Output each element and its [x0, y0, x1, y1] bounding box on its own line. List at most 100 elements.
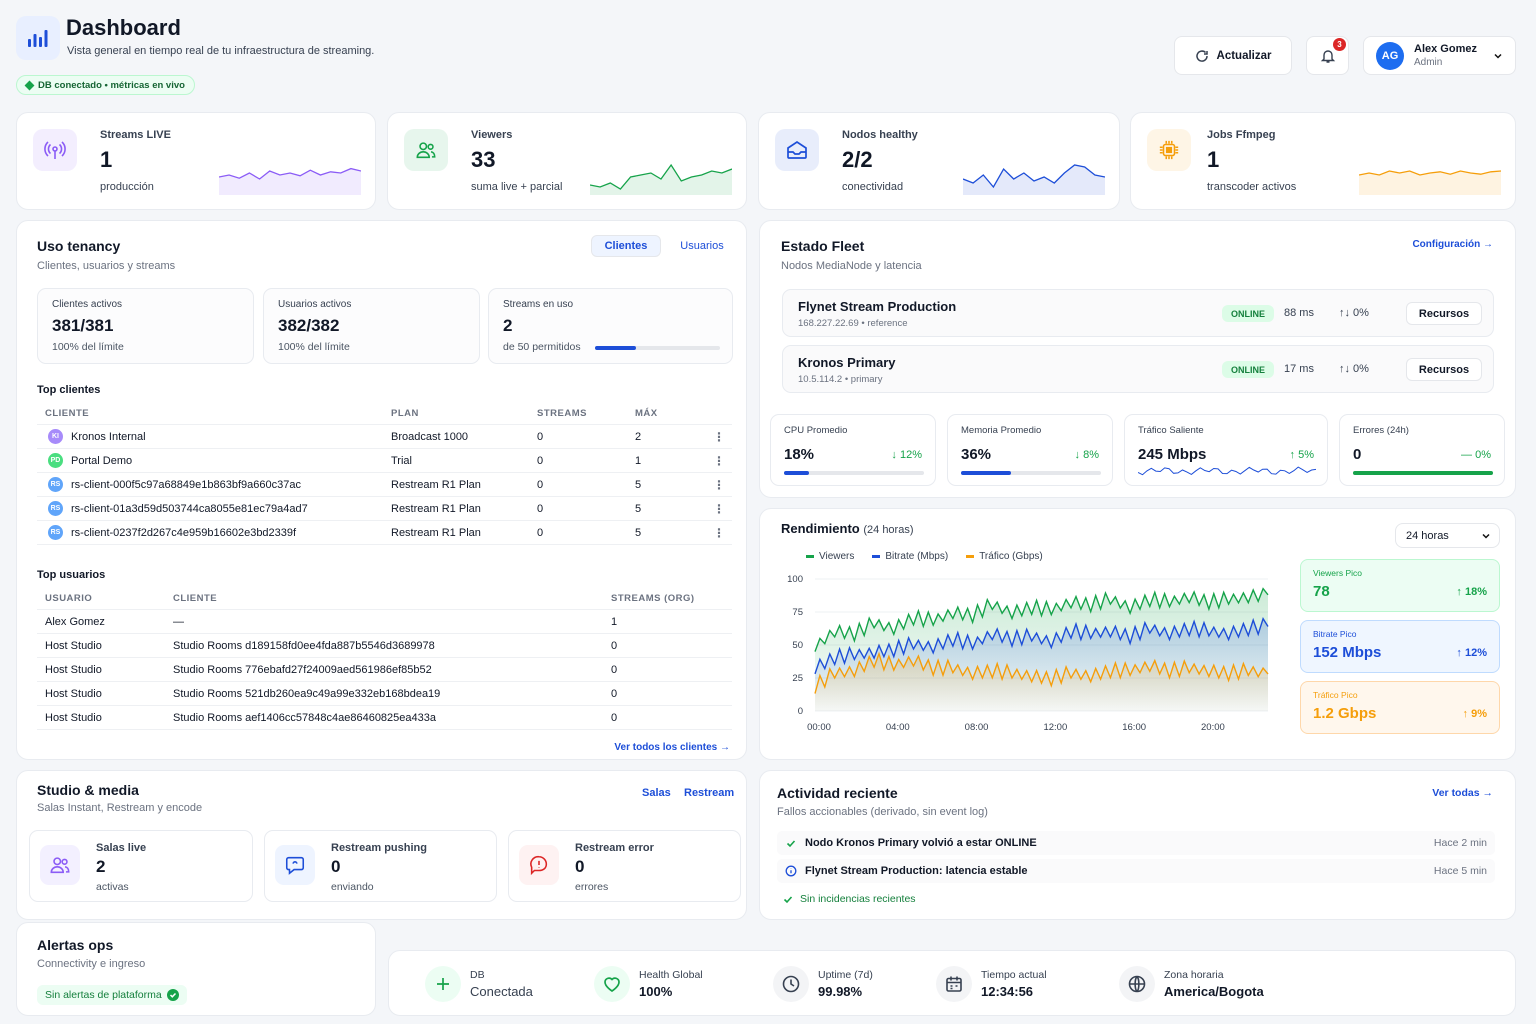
- table-row[interactable]: RS rs-client-01a3d59d503744ca8055e81ec79a…: [37, 497, 732, 521]
- kpi-subtext: conectividad: [842, 181, 904, 193]
- range-select[interactable]: 24 horas: [1395, 523, 1500, 548]
- metric-label: Errores (24h): [1353, 425, 1409, 436]
- cpu-icon: [1147, 129, 1191, 171]
- peak-card: Viewers Pico 78 ↑ 18%: [1300, 559, 1500, 612]
- no-alerts-text: Sin alertas de plataforma: [45, 989, 162, 1001]
- fleet-config-link[interactable]: Configuración →: [1412, 239, 1493, 250]
- table-row[interactable]: Host Studio Studio Rooms d189158fd0ee4fda…: [37, 634, 732, 658]
- table-row[interactable]: RS rs-client-0237f2d267c4e959b16602e3bd23…: [37, 521, 732, 545]
- table-row[interactable]: Host Studio Studio Rooms 776ebafd27f24009…: [37, 658, 732, 682]
- user-name-cell: Host Studio: [45, 663, 102, 676]
- metric-label: CPU Promedio: [784, 425, 848, 436]
- metric-value: 18%: [784, 446, 815, 463]
- status-label: Uptime (7d): [818, 969, 873, 981]
- table-row[interactable]: Alex Gomez — 1: [37, 610, 732, 634]
- refresh-button[interactable]: Actualizar: [1174, 36, 1292, 75]
- tab-users[interactable]: Usuarios: [680, 240, 724, 252]
- rooms-link[interactable]: Salas: [642, 787, 671, 799]
- status-bar: DB Conectada Health Global 100% Uptime (7d) 9…: [388, 950, 1516, 1016]
- kpi-value: 1: [100, 147, 113, 172]
- column-header-client: CLIENTE: [45, 408, 90, 419]
- stat-subtext: 100% del límite: [52, 341, 124, 353]
- series-line: [814, 651, 1269, 694]
- kpi-subtext: producción: [100, 181, 154, 193]
- tenancy-stat-card: Streams en uso 2 de 50 permitidos: [488, 288, 733, 364]
- table-row[interactable]: PD Portal Demo Trial 0 1 ⋮: [37, 449, 732, 473]
- studio-stat-subtext: enviando: [331, 881, 374, 893]
- node-name: Kronos Primary: [798, 355, 896, 370]
- table-row[interactable]: KI Kronos Internal Broadcast 1000 0 2 ⋮: [37, 425, 732, 449]
- activity-item[interactable]: Flynet Stream Production: latencia estab…: [777, 859, 1495, 883]
- more-options-icon[interactable]: ⋮: [713, 501, 725, 516]
- check-circle-icon: [166, 989, 179, 1001]
- fleet-node-row[interactable]: Flynet Stream Production 168.227.22.69 • …: [782, 289, 1494, 337]
- range-select-value: 24 horas: [1406, 529, 1449, 542]
- activity-item[interactable]: Nodo Kronos Primary volvió a estar ONLIN…: [777, 831, 1495, 855]
- table-row[interactable]: RS rs-client-000f5c97a68849e1b863bf9a660c…: [37, 473, 732, 497]
- kpi-sparkline: [219, 167, 361, 195]
- status-value: Conectada: [470, 984, 533, 999]
- node-traffic: ↑↓ 0%: [1339, 363, 1369, 375]
- plus-icon: [425, 966, 461, 1002]
- user-role: Admin: [1414, 57, 1443, 68]
- legend-label: Tráfico (Gbps): [979, 551, 1043, 562]
- kpi-card: Nodos healthy 2/2 conectividad: [758, 112, 1120, 210]
- activity-view-all-link[interactable]: Ver todas →: [1432, 787, 1493, 799]
- table-row[interactable]: Host Studio Studio Rooms aef1406cc57848c4…: [37, 706, 732, 730]
- node-resources-button[interactable]: Recursos: [1406, 302, 1482, 325]
- status-label: Zona horaria: [1164, 969, 1224, 981]
- kpi-label: Viewers: [471, 129, 513, 141]
- x-tick-label: 04:00: [886, 722, 910, 733]
- x-tick-label: 20:00: [1201, 722, 1225, 733]
- series-line: [814, 617, 1269, 675]
- alert-icon: [519, 845, 559, 885]
- node-traffic: ↑↓ 0%: [1339, 307, 1369, 319]
- notification-count-badge: 3: [1333, 38, 1346, 51]
- studio-title: Studio & media: [37, 782, 139, 798]
- user-streams-cell: 0: [611, 711, 618, 724]
- table-row[interactable]: Host Studio Studio Rooms 521db260ea9c49a9…: [37, 682, 732, 706]
- column-header-user-client: CLIENTE: [173, 593, 218, 604]
- fleet-node-row[interactable]: Kronos Primary 10.5.114.2 • primary ONLINE…: [782, 345, 1494, 393]
- tenancy-stat-card: Clientes activos 381/381 100% del límite: [37, 288, 254, 364]
- node-name: Flynet Stream Production: [798, 299, 957, 314]
- client-plan: Broadcast 1000: [391, 430, 469, 443]
- users-table-header: USUARIO CLIENTE STREAMS (ORG): [37, 588, 732, 610]
- client-avatar: RS: [48, 525, 63, 540]
- users-table: USUARIO CLIENTE STREAMS (ORG) Alex Gomez…: [37, 588, 732, 733]
- user-streams-cell: 0: [611, 687, 618, 700]
- x-tick-label: 16:00: [1122, 722, 1146, 733]
- node-latency: 17 ms: [1284, 363, 1314, 375]
- stat-value: 382/382: [278, 316, 340, 335]
- more-options-icon[interactable]: ⋮: [713, 429, 725, 444]
- view-all-clients-link[interactable]: Ver todos los clientes →: [614, 742, 730, 753]
- no-incidents-text: Sin incidencias recientes: [800, 893, 916, 905]
- stat-label: Usuarios activos: [278, 299, 352, 310]
- user-client-cell: —: [173, 615, 184, 628]
- fleet-subtitle: Nodos MediaNode y latencia: [781, 260, 922, 272]
- status-value: 12:34:56: [981, 984, 1034, 999]
- more-options-icon[interactable]: ⋮: [713, 453, 725, 468]
- client-max: 5: [635, 502, 642, 515]
- status-label: Health Global: [639, 969, 703, 981]
- more-options-icon[interactable]: ⋮: [713, 525, 725, 540]
- status-dot-icon: [24, 80, 35, 90]
- restream-link[interactable]: Restream: [684, 787, 735, 799]
- client-streams: 0: [537, 454, 544, 467]
- notifications-button[interactable]: 3: [1306, 36, 1349, 75]
- kpi-value: 2/2: [842, 147, 873, 172]
- more-options-icon[interactable]: ⋮: [713, 477, 725, 492]
- alerts-card: Alertas ops Connectivity e ingreso Sin a…: [16, 922, 376, 1016]
- column-header-max: MÁX: [635, 408, 658, 419]
- alerts-title: Alertas ops: [37, 937, 114, 953]
- node-resources-button[interactable]: Recursos: [1406, 358, 1482, 381]
- studio-stat-value: 0: [331, 857, 341, 876]
- column-header-user: USUARIO: [45, 593, 93, 604]
- legend-label: Bitrate (Mbps): [885, 551, 949, 562]
- client-plan: Restream R1 Plan: [391, 478, 481, 491]
- refresh-icon: [1195, 49, 1208, 62]
- fleet-metric-card: Memoria Promedio 36% ↓ 8%: [947, 414, 1113, 486]
- clients-table: CLIENTE PLAN STREAMS MÁX KI Kronos Intern…: [37, 403, 732, 548]
- tab-clients[interactable]: Clientes: [591, 235, 661, 257]
- user-menu[interactable]: AG Alex Gomez Admin: [1363, 36, 1516, 75]
